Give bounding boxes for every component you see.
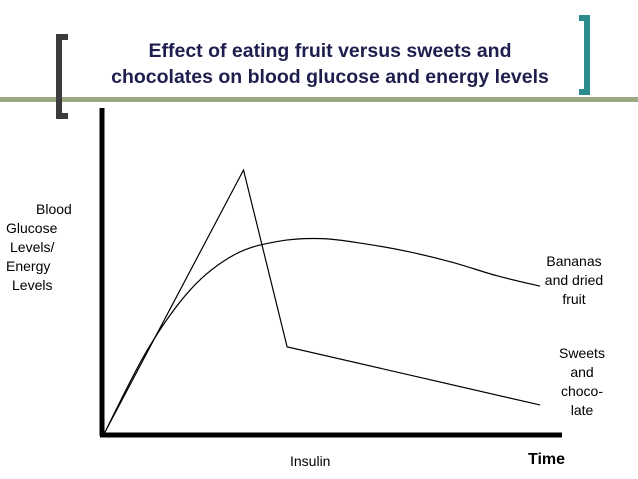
y-axis-label: Blood Glucose Levels/ Energy Levels bbox=[6, 200, 86, 295]
series-label-sweets: Sweets and choco- late bbox=[550, 344, 614, 420]
y-axis-label-line: Levels/ bbox=[10, 239, 55, 255]
header-rule bbox=[0, 97, 638, 102]
series-label-line: fruit bbox=[562, 291, 586, 307]
series-line-bananas-and-dried-fruit bbox=[103, 237, 541, 435]
series-label-line: late bbox=[570, 402, 594, 418]
series-label-line: and bbox=[570, 364, 594, 380]
series-label-line: Sweets bbox=[559, 345, 605, 361]
series-label-line: and dried bbox=[544, 272, 604, 288]
x-axis-label: Time bbox=[528, 451, 566, 468]
y-axis-label-line: Energy bbox=[6, 258, 51, 274]
series-line-sweets-and-chocolate bbox=[103, 168, 541, 435]
title-line-1: Effect of eating fruit versus sweets and bbox=[148, 40, 512, 62]
series-label-line: choco- bbox=[560, 383, 604, 399]
series-label-line: Bananas bbox=[546, 253, 602, 269]
left-bracket bbox=[56, 34, 68, 119]
y-axis-label-line: Blood bbox=[36, 201, 72, 217]
insulin-annotation: Insulin bbox=[290, 453, 331, 469]
y-axis-label-line: Levels bbox=[12, 277, 53, 293]
right-bracket bbox=[579, 15, 590, 95]
y-axis-label-line: Glucose bbox=[6, 220, 58, 236]
slide-title: Effect of eating fruit versus sweets and… bbox=[70, 38, 590, 90]
series-label-fruit: Bananas and dried fruit bbox=[534, 252, 614, 309]
title-line-2: chocolates on blood glucose and energy l… bbox=[111, 66, 549, 88]
